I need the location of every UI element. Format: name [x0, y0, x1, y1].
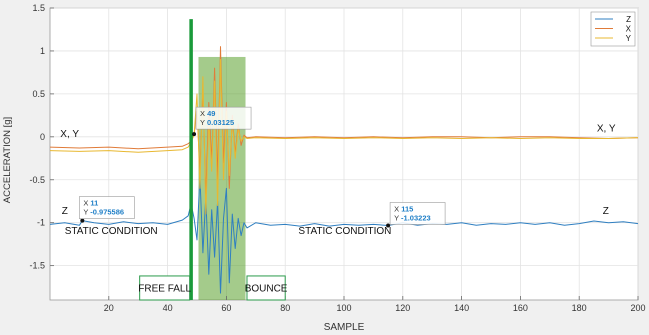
x-tick-label: 140 — [454, 303, 469, 313]
phase-label-box — [246, 275, 286, 301]
datatip-y-value: -0.975586 — [90, 208, 124, 217]
x-tick-label: 200 — [630, 303, 645, 313]
x-axis-ticks: 20 40 60 80 100 120 140 160 180 200 — [104, 296, 646, 313]
datatip-box — [79, 196, 135, 219]
datatip-x-value: 11 — [90, 199, 98, 208]
annotation-label: X, Y — [597, 124, 616, 135]
y-axis-ticks: -1.5 -1 -0.5 0 0.5 1 1.5 — [29, 3, 54, 271]
y-tick-label: 0.5 — [32, 89, 45, 99]
datatip-box — [389, 202, 446, 225]
x-tick-label: 20 — [104, 303, 114, 313]
x-tick-label: 120 — [395, 303, 410, 313]
datatip-y-value: -1.03223 — [401, 213, 431, 222]
y-tick-label: -0.5 — [29, 175, 45, 185]
x-tick-label: 160 — [513, 303, 528, 313]
annotation-label: STATIC CONDITION — [65, 226, 158, 237]
legend[interactable]: ZXY — [590, 11, 636, 47]
phase-label: BOUNCE — [245, 283, 288, 294]
phase-label-box — [139, 275, 191, 301]
annotation-label: Z — [62, 206, 68, 217]
datatip-y-value: 0.03125 — [207, 118, 234, 127]
x-tick-label: 100 — [336, 303, 351, 313]
y-tick-label: -1 — [37, 218, 45, 228]
legend-label-z: Z — [626, 15, 631, 24]
annotations: X, Y X, Y Z Z STATIC CONDITION STATIC CONDITI… — [60, 124, 616, 237]
datatip-y: Y -0.975586 — [83, 208, 124, 217]
y-tick-label: 0 — [40, 132, 45, 142]
datatip-box — [195, 106, 252, 130]
legend-label-x: X — [626, 25, 632, 34]
x-tick-label: 40 — [163, 303, 173, 313]
x-tick-label: 180 — [572, 303, 587, 313]
y-tick-label: -1.5 — [29, 261, 45, 271]
phase-labels: FREE FALL BOUNCE — [138, 275, 288, 301]
y-tick-label: 1.5 — [32, 3, 45, 13]
datatip-marker — [192, 132, 197, 137]
y-tick-label: 1 — [40, 46, 45, 56]
y-axis-label: ACCELERATION [g] — [2, 117, 13, 203]
annotation-label: X, Y — [60, 129, 79, 140]
datatip-x: X 49 — [200, 109, 215, 118]
datatip-x-value: 49 — [207, 109, 215, 118]
datatip-x: X 115 — [394, 204, 413, 213]
x-axis-label: SAMPLE — [324, 322, 365, 333]
x-tick-label: 80 — [280, 303, 290, 313]
series-line-z — [49, 175, 639, 294]
datatip-y: Y 0.03125 — [200, 118, 234, 127]
annotation-label: STATIC CONDITION — [298, 226, 391, 237]
datatip-x: X 11 — [83, 199, 98, 208]
x-tick-label: 60 — [221, 303, 231, 313]
datatip-x-value: 115 — [401, 204, 413, 213]
datatip-marker — [80, 218, 85, 223]
legend-label-y: Y — [626, 34, 632, 43]
annotation-label: Z — [603, 206, 609, 217]
phase-label: FREE FALL — [138, 283, 191, 294]
datatip-y: Y -1.03223 — [394, 213, 431, 222]
datatip-marker — [386, 223, 391, 228]
